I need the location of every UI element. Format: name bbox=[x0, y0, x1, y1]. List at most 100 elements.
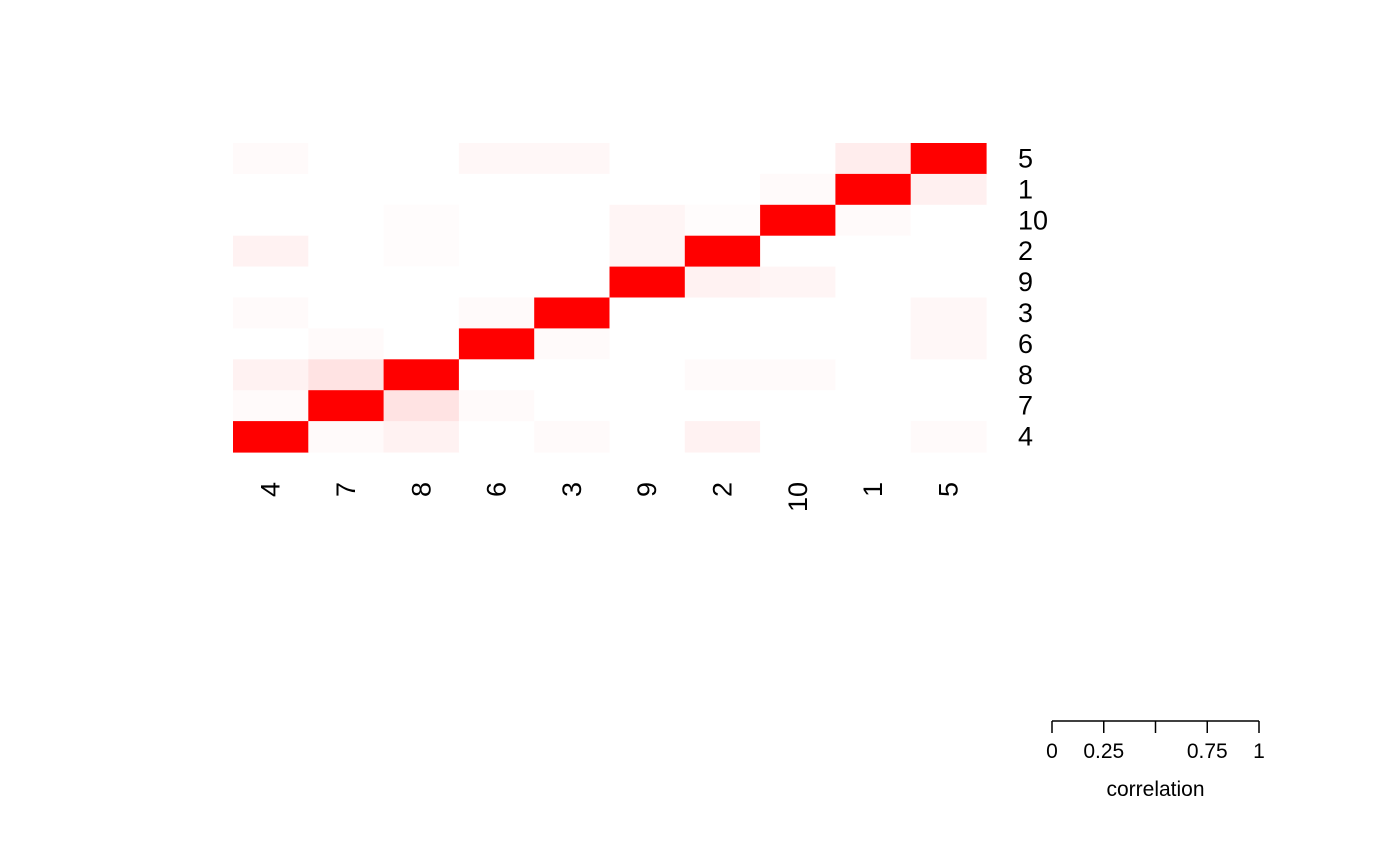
heatmap-cell-10-3 bbox=[534, 204, 611, 237]
heatmap-cell-1-6 bbox=[458, 173, 535, 206]
heatmap-cell-5-7 bbox=[308, 143, 385, 175]
heatmap-cell-6-7 bbox=[308, 328, 385, 360]
heatmap-cell-7-8 bbox=[383, 390, 460, 422]
heatmap-cell-3-1 bbox=[835, 297, 912, 329]
column-label: 9 bbox=[632, 482, 662, 497]
heatmap-cell-8-7 bbox=[308, 359, 385, 391]
heatmap-cell-5-3 bbox=[534, 143, 611, 175]
heatmap-cell-9-2 bbox=[684, 266, 761, 299]
heatmap-cell-9-8 bbox=[383, 266, 460, 299]
column-label: 4 bbox=[256, 482, 286, 497]
heatmap-cell-1-3 bbox=[534, 173, 611, 206]
heatmap-cell-2-2 bbox=[684, 235, 761, 268]
heatmap-cell-7-7 bbox=[308, 390, 385, 422]
heatmap-cell-6-8 bbox=[383, 328, 460, 360]
heatmap-cell-3-10 bbox=[760, 297, 836, 329]
heatmap-cell-8-9 bbox=[609, 359, 686, 391]
heatmap-cell-5-1 bbox=[835, 143, 912, 175]
heatmap-cell-8-3 bbox=[534, 359, 611, 391]
heatmap-cell-3-2 bbox=[684, 297, 761, 329]
column-label: 1 bbox=[858, 482, 888, 497]
heatmap-cell-7-10 bbox=[760, 390, 836, 422]
heatmap-cell-4-2 bbox=[684, 421, 761, 453]
row-label: 3 bbox=[1018, 298, 1033, 328]
legend-tick-label: 0.25 bbox=[1083, 740, 1124, 763]
heatmap-cell-4-7 bbox=[308, 421, 385, 453]
heatmap-cell-7-2 bbox=[684, 390, 761, 422]
column-labels: 4 7 8 6 3 9 2 10 1 5 bbox=[256, 482, 964, 512]
heatmap-cell-3-9 bbox=[609, 297, 686, 329]
heatmap-cell-8-1 bbox=[835, 359, 912, 391]
heatmap-cell-5-5 bbox=[910, 143, 987, 175]
column-label: 5 bbox=[933, 482, 963, 497]
heatmap-cell-1-9 bbox=[609, 173, 686, 206]
heatmap-cell-2-9 bbox=[609, 235, 686, 268]
heatmap-cell-3-7 bbox=[308, 297, 385, 329]
heatmap-cell-6-1 bbox=[835, 328, 912, 360]
heatmap-cell-10-1 bbox=[835, 204, 912, 237]
heatmap-cell-9-6 bbox=[458, 266, 535, 299]
heatmap-cell-4-4 bbox=[233, 421, 309, 453]
heatmap-cell-10-2 bbox=[684, 204, 761, 237]
row-label: 9 bbox=[1018, 267, 1033, 297]
heatmap-cell-10-8 bbox=[383, 204, 460, 237]
heatmap-cell-10-6 bbox=[458, 204, 535, 237]
heatmap-cell-9-1 bbox=[835, 266, 912, 299]
heatmap-cell-10-4 bbox=[233, 204, 309, 237]
heatmap-cell-9-10 bbox=[760, 266, 836, 299]
correlation-legend: 0 0.25 0.75 1 correlation bbox=[1046, 720, 1265, 801]
heatmap-cell-8-8 bbox=[383, 359, 460, 391]
heatmap-cell-7-3 bbox=[534, 390, 611, 422]
heatmap-cell-6-5 bbox=[910, 328, 987, 360]
heatmap-cell-1-1 bbox=[835, 173, 912, 206]
heatmap-cells bbox=[233, 143, 987, 453]
heatmap-cell-5-2 bbox=[684, 143, 761, 175]
heatmap-cell-2-5 bbox=[910, 235, 987, 268]
heatmap-cell-1-2 bbox=[684, 173, 761, 206]
heatmap-cell-9-7 bbox=[308, 266, 385, 299]
heatmap-cell-4-5 bbox=[910, 421, 987, 453]
row-label: 10 bbox=[1018, 205, 1048, 235]
heatmap-cell-8-6 bbox=[458, 359, 535, 391]
column-label: 7 bbox=[331, 482, 361, 497]
row-label: 1 bbox=[1018, 174, 1033, 204]
heatmap-cell-4-1 bbox=[835, 421, 912, 453]
heatmap-cell-4-3 bbox=[534, 421, 611, 453]
heatmap-cell-5-8 bbox=[383, 143, 460, 175]
row-label: 7 bbox=[1018, 391, 1033, 421]
heatmap-cell-7-4 bbox=[233, 390, 309, 422]
heatmap-cell-6-6 bbox=[458, 328, 535, 360]
heatmap-cell-6-4 bbox=[233, 328, 309, 360]
column-label: 10 bbox=[783, 482, 813, 512]
heatmap-cell-4-10 bbox=[760, 421, 836, 453]
heatmap-cell-9-5 bbox=[910, 266, 987, 299]
heatmap-cell-6-3 bbox=[534, 328, 611, 360]
heatmap-cell-6-2 bbox=[684, 328, 761, 360]
heatmap-cell-2-7 bbox=[308, 235, 385, 268]
heatmap-cell-8-5 bbox=[910, 359, 987, 391]
row-label: 8 bbox=[1018, 360, 1033, 390]
heatmap-cell-3-5 bbox=[910, 297, 987, 329]
heatmap-cell-9-4 bbox=[233, 266, 309, 299]
heatmap-cell-3-8 bbox=[383, 297, 460, 329]
heatmap-cell-3-4 bbox=[233, 297, 309, 329]
heatmap-cell-10-5 bbox=[910, 204, 987, 237]
column-label: 6 bbox=[482, 482, 512, 497]
heatmap-cell-2-8 bbox=[383, 235, 460, 268]
legend-tick-label: 0 bbox=[1046, 740, 1058, 763]
heatmap-cell-9-3 bbox=[534, 266, 611, 299]
row-label: 4 bbox=[1018, 422, 1033, 452]
heatmap-cell-8-10 bbox=[760, 359, 836, 391]
heatmap-cell-8-2 bbox=[684, 359, 761, 391]
heatmap-cell-7-5 bbox=[910, 390, 987, 422]
legend-title: correlation bbox=[1106, 778, 1204, 801]
heatmap-cell-1-4 bbox=[233, 173, 309, 206]
heatmap-cell-6-9 bbox=[609, 328, 686, 360]
row-label: 5 bbox=[1018, 143, 1033, 173]
heatmap-cell-2-3 bbox=[534, 235, 611, 268]
row-label: 2 bbox=[1018, 236, 1033, 266]
heatmap-cell-10-7 bbox=[308, 204, 385, 237]
heatmap-cell-5-9 bbox=[609, 143, 686, 175]
